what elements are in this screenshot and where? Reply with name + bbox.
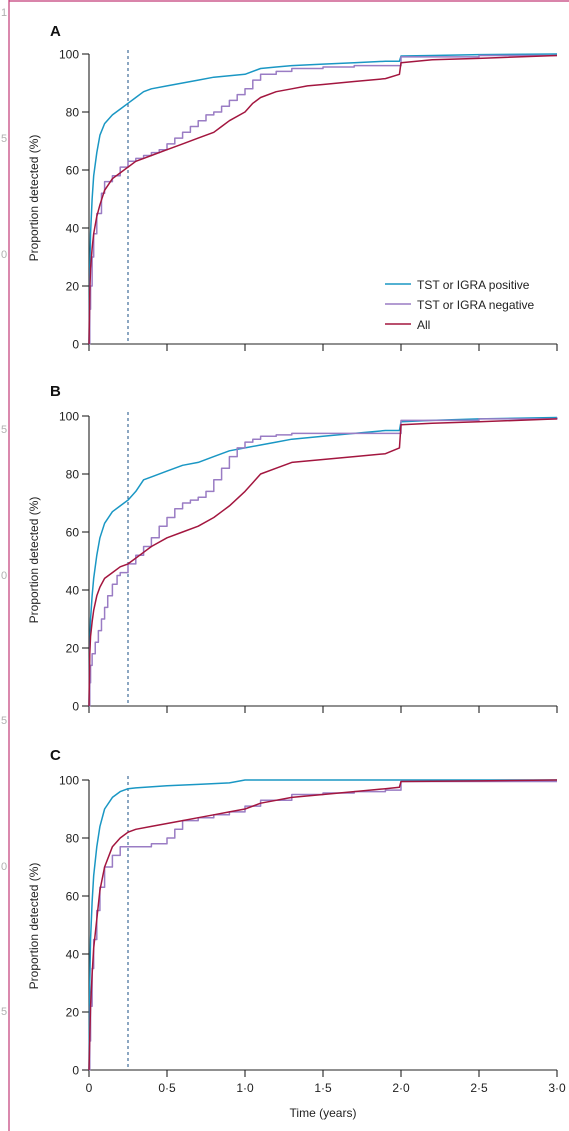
margin-line-numbers: 1 5 0 5 0 5 0 5 (1, 7, 7, 1018)
y-tick-label: 60 (66, 890, 80, 904)
plot-area (88, 776, 558, 1071)
y-tick-label: 80 (66, 106, 80, 120)
plot-area (88, 412, 558, 707)
margin-number: 5 (1, 133, 7, 145)
y-tick-label: 0 (72, 338, 79, 352)
series-line-negative (89, 417, 558, 707)
panel-a: A Proportion detected (%) 0 20 40 60 80 100 T… (27, 23, 558, 352)
y-tick-label: 20 (66, 1006, 80, 1020)
y-axis-label: Proportion detected (%) (27, 135, 41, 262)
y-tick-label: 20 (66, 642, 80, 656)
series-line-all (88, 779, 558, 1071)
y-tick-label: 100 (59, 48, 79, 62)
y-tick-label: 60 (66, 164, 80, 178)
legend-label-all: All (417, 318, 430, 332)
legend: TST or IGRA positive TST or IGRA negativ… (385, 278, 534, 332)
axes: 0 20 40 60 80 100 0 0·5 1·0 1·5 2·0 2·5 3·0 (59, 774, 566, 1096)
series-line-positive (88, 779, 557, 1071)
x-tick-label: 2·0 (392, 1081, 410, 1095)
y-axis-label: Proportion detected (%) (27, 863, 41, 990)
y-tick-label: 0 (72, 700, 79, 714)
margin-number: 0 (1, 861, 7, 873)
series-line-all (88, 54, 558, 345)
y-tick-label: 60 (66, 526, 80, 540)
y-tick-label: 100 (59, 410, 79, 424)
y-tick-label: 20 (66, 280, 80, 294)
y-axis-label: Proportion detected (%) (27, 497, 41, 624)
margin-number: 5 (1, 1006, 7, 1018)
series-line-positive (88, 53, 558, 345)
axes: 0 20 40 60 80 100 (59, 410, 558, 714)
y-tick-label: 80 (66, 468, 80, 482)
series-line-positive (88, 416, 558, 707)
x-tick-label: 2·5 (470, 1081, 488, 1095)
x-tick-label: 1·5 (314, 1081, 332, 1095)
margin-number: 0 (1, 570, 7, 582)
margin-number: 5 (1, 715, 7, 727)
panel-label: C (50, 747, 61, 764)
legend-label-negative: TST or IGRA negative (417, 298, 534, 312)
margin-number: 5 (1, 424, 7, 436)
series-line-all (88, 418, 558, 707)
margin-number: 0 (1, 249, 7, 261)
legend-label-positive: TST or IGRA positive (417, 278, 530, 292)
panel-label: B (50, 383, 61, 400)
y-tick-label: 80 (66, 832, 80, 846)
x-tick-label: 0·5 (158, 1081, 176, 1095)
y-tick-label: 40 (66, 222, 80, 236)
axes: 0 20 40 60 80 100 (59, 48, 558, 352)
x-tick-label: 3·0 (548, 1081, 566, 1095)
series-line-negative (89, 54, 557, 345)
x-tick-label: 1·0 (236, 1081, 254, 1095)
y-tick-label: 40 (66, 948, 80, 962)
y-tick-label: 100 (59, 774, 79, 788)
y-tick-label: 40 (66, 584, 80, 598)
panel-b: B Proportion detected (%) 0 20 40 60 80 100 (27, 383, 558, 714)
plot-area (88, 50, 558, 345)
x-tick-label: 0 (86, 1081, 93, 1095)
x-axis-label: Time (years) (290, 1106, 357, 1120)
panel-label: A (50, 23, 61, 40)
margin-number: 1 (1, 7, 7, 19)
y-tick-label: 0 (72, 1064, 79, 1078)
